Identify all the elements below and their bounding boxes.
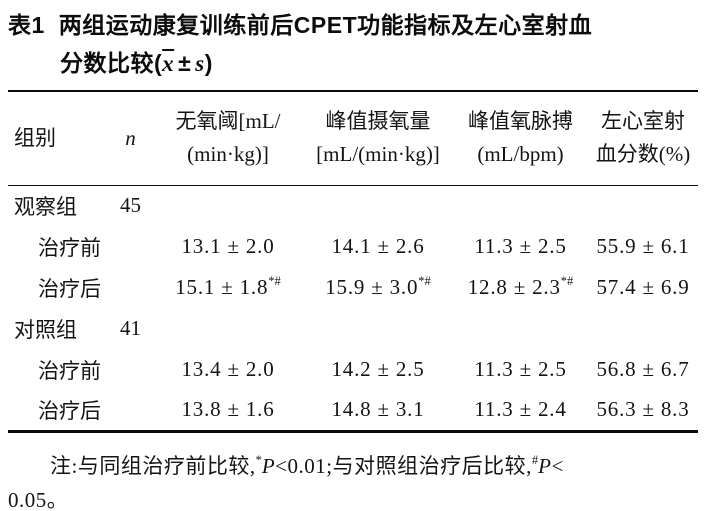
- table-footnote: 注:与同组治疗前比较,*P<0.01;与对照组治疗后比较,#P< 0.05。: [8, 444, 706, 511]
- cell-value: 13.1 ± 2.0: [181, 234, 275, 258]
- cell-peak-vo2: 14.8 ± 3.1: [303, 390, 453, 431]
- title-close-paren: ): [204, 50, 213, 76]
- empty-cell: [108, 349, 153, 390]
- col5-line2: (mL/bpm): [477, 142, 564, 167]
- cell-anaerobic-threshold: 13.4 ± 2.0: [153, 349, 303, 390]
- col4-line2: [mL/(min·kg)]: [316, 142, 440, 167]
- col-header-anaerobic-threshold: 无氧阈[mL/ (min·kg)]: [153, 91, 303, 185]
- cell-sup: *#: [268, 274, 281, 288]
- empty-cell: [108, 226, 153, 267]
- n-symbol: n: [125, 125, 136, 150]
- cell-value: 56.3 ± 8.3: [596, 397, 690, 422]
- cell-value: 13.4 ± 2.0: [181, 357, 275, 381]
- cpet-results-table: 组别 n 无氧阈[mL/ (min·kg)] 峰值摄氧量 [mL/(min·kg)]…: [8, 90, 698, 433]
- table-title-line1: 表1 两组运动康复训练前后CPET功能指标及左心室射血: [8, 6, 698, 44]
- cell-lvef: 55.9 ± 6.1: [588, 226, 698, 267]
- hash-marker: #: [531, 452, 539, 467]
- empty-cell: [108, 390, 153, 431]
- cell-value: 13.8 ± 1.6: [181, 397, 275, 422]
- data-row-obs-post: 治疗后 15.1 ± 1.8*# 15.9 ± 3.0*# 12.8 ± 2.3…: [8, 267, 698, 308]
- cell-sup: *#: [418, 274, 431, 288]
- col-header-lvef: 左心室射血分数(%): [588, 91, 698, 185]
- cell-peak-o2-pulse: 11.3 ± 2.5: [453, 349, 588, 390]
- cell-peak-o2-pulse: 11.3 ± 2.5: [453, 226, 588, 267]
- cell-lvef: 56.8 ± 6.7: [588, 349, 698, 390]
- cell-value: 56.8 ± 6.7: [596, 357, 690, 381]
- cell-anaerobic-threshold: 13.1 ± 2.0: [153, 226, 303, 267]
- table-title-text2: 分数比较(: [60, 50, 163, 76]
- footnote-seg1: <0.01;与对照组治疗后比较,: [275, 453, 532, 478]
- cell-value: 15.1 ± 1.8: [175, 275, 269, 299]
- table-title-text: 两组运动康复训练前后CPET功能指标及左心室射血: [58, 12, 593, 38]
- cell-lvef: 56.3 ± 8.3: [588, 390, 698, 431]
- cell-value: 11.3 ± 2.5: [474, 357, 567, 381]
- table-title-line2: 分数比较(x ± s): [8, 44, 698, 83]
- empty-cell: [153, 185, 698, 226]
- table-title: 表1 两组运动康复训练前后CPET功能指标及左心室射血 分数比较(x ± s): [8, 6, 698, 83]
- cell-value: 11.3 ± 2.4: [474, 397, 567, 422]
- cell-peak-o2-pulse: 12.8 ± 2.3*#: [453, 267, 588, 308]
- p-symbol: P: [538, 453, 552, 478]
- col-header-peak-o2-pulse: 峰值氧脉搏 (mL/bpm): [453, 91, 588, 185]
- col5-line1: 峰值氧脉搏: [468, 109, 573, 134]
- cell-value: 11.3 ± 2.5: [474, 234, 567, 258]
- row-label: 治疗前: [38, 235, 101, 260]
- data-row-ctrl-post: 治疗后 13.8 ± 1.6 14.8 ± 3.1 11.3 ± 2.4 56.…: [8, 390, 698, 431]
- cell-value: 14.2 ± 2.5: [331, 357, 425, 381]
- col3-line1: 无氧阈[mL/: [175, 109, 281, 134]
- cell-peak-vo2: 15.9 ± 3.0*#: [303, 267, 453, 308]
- col-header-group: 组别: [14, 125, 56, 150]
- header-row: 组别 n 无氧阈[mL/ (min·kg)] 峰值摄氧量 [mL/(min·kg)]…: [8, 91, 698, 185]
- plus-minus-symbol: ±: [178, 50, 192, 76]
- group-row-observation: 观察组 45: [8, 185, 698, 226]
- group-label: 对照组: [14, 317, 77, 342]
- group-label: 观察组: [14, 194, 77, 219]
- row-label: 治疗后: [38, 276, 101, 301]
- footnote-intro: 注:与同组治疗前比较,: [50, 453, 256, 478]
- col-header-peak-vo2: 峰值摄氧量 [mL/(min·kg)]: [303, 91, 453, 185]
- col4-line1: 峰值摄氧量: [325, 109, 431, 134]
- mean-symbol: x: [162, 51, 175, 76]
- col-header-n: n: [108, 91, 153, 185]
- cell-value: 15.9 ± 3.0: [325, 275, 419, 299]
- row-label: 治疗前: [38, 358, 101, 383]
- cell-peak-vo2: 14.1 ± 2.6: [303, 226, 453, 267]
- empty-cell: [108, 267, 153, 308]
- cell-value: 55.9 ± 6.1: [596, 234, 690, 258]
- col3-line2: (min·kg)]: [187, 142, 269, 167]
- cell-value: 14.8 ± 3.1: [331, 397, 425, 422]
- table-header: 组别 n 无氧阈[mL/ (min·kg)] 峰值摄氧量 [mL/(min·kg)]…: [8, 91, 698, 185]
- group-row-control: 对照组 41: [8, 308, 698, 349]
- data-row-ctrl-pre: 治疗前 13.4 ± 2.0 14.2 ± 2.5 11.3 ± 2.5 56.…: [8, 349, 698, 390]
- cell-peak-o2-pulse: 11.3 ± 2.4: [453, 390, 588, 431]
- cell-anaerobic-threshold: 15.1 ± 1.8*#: [153, 267, 303, 308]
- cell-value: 14.1 ± 2.6: [331, 234, 425, 258]
- cell-anaerobic-threshold: 13.8 ± 1.6: [153, 390, 303, 431]
- cell-peak-vo2: 14.2 ± 2.5: [303, 349, 453, 390]
- cell-value: 12.8 ± 2.3: [467, 275, 561, 299]
- table-body: 观察组 45 治疗前 13.1 ± 2.0 14.1 ± 2.6 11.3 ± …: [8, 185, 698, 431]
- col6-line2: 血分数(%): [595, 142, 691, 167]
- group-n-value: 41: [120, 316, 141, 340]
- group-n-value: 45: [120, 193, 141, 218]
- empty-cell: [153, 308, 698, 349]
- cell-lvef: 57.4 ± 6.9: [588, 267, 698, 308]
- sd-symbol: s: [195, 51, 205, 76]
- p-symbol: P: [261, 453, 276, 478]
- cell-value: 57.4 ± 6.9: [596, 275, 690, 299]
- less-than-sign: <: [551, 453, 564, 478]
- star-marker: *: [255, 452, 262, 467]
- row-label: 治疗后: [38, 398, 101, 423]
- col6-line1: 左心室射: [601, 109, 685, 134]
- cell-sup: *#: [560, 274, 574, 288]
- table-number: 表1: [8, 12, 45, 38]
- data-row-obs-pre: 治疗前 13.1 ± 2.0 14.1 ± 2.6 11.3 ± 2.5 55.…: [8, 226, 698, 267]
- footnote-tail: 0.05。: [8, 487, 69, 511]
